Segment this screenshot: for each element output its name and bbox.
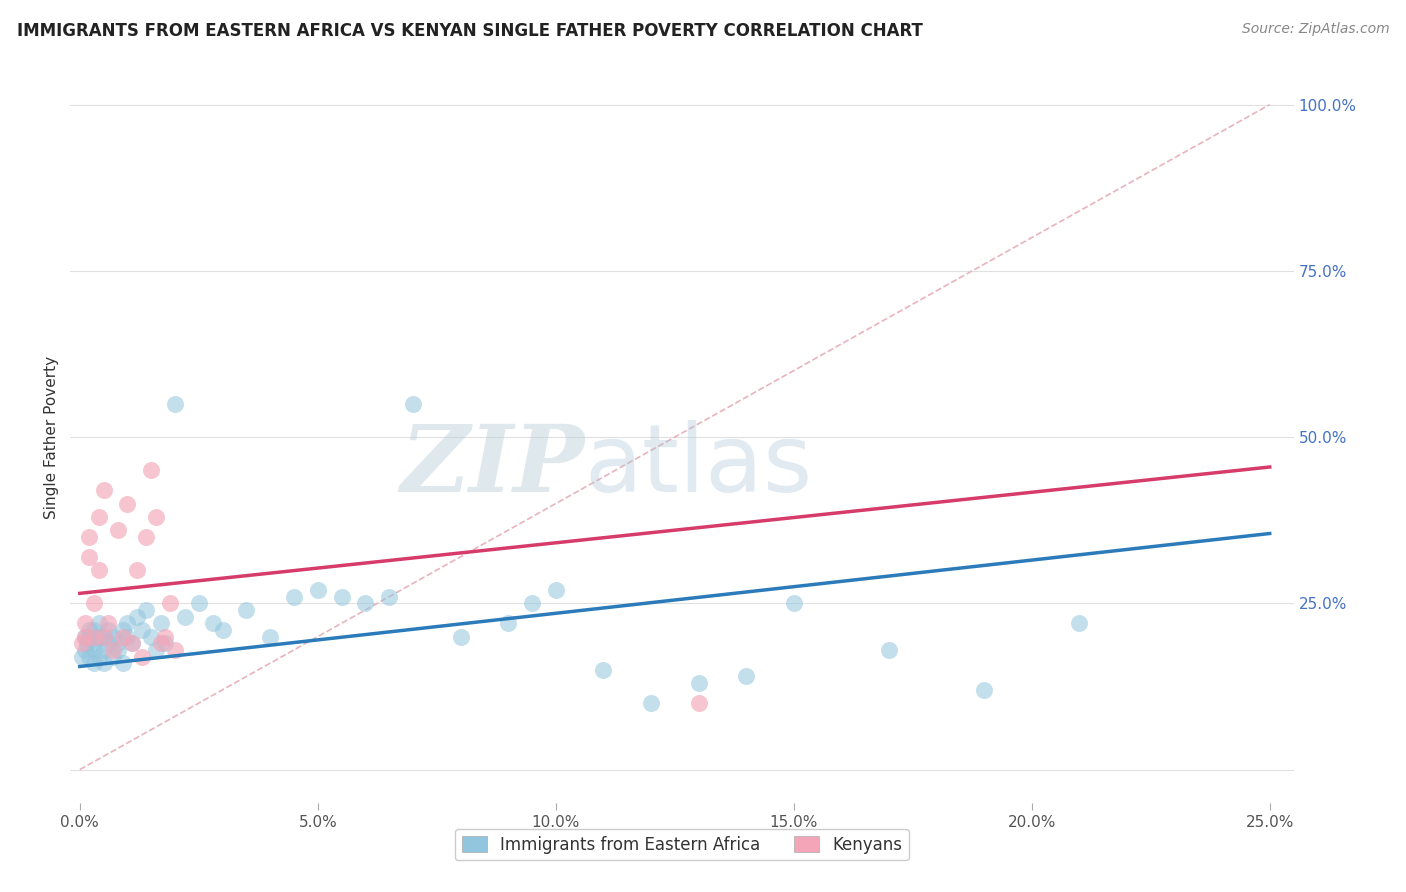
Point [402,397,425,411]
Point [145,643,167,657]
Point [283,590,305,604]
Point [97,636,120,650]
Point [187,596,209,610]
Text: atlas: atlas [583,420,813,512]
Point [202,616,225,631]
Point [117,497,139,511]
Point [73,630,96,644]
Point [101,630,124,644]
Point [97,623,120,637]
Point [73,616,96,631]
Point [117,630,139,644]
Point [87,509,110,524]
Point [79,623,101,637]
Point [117,616,139,631]
Point [93,483,115,498]
Point [107,636,129,650]
Point [79,649,101,664]
Point [76,636,98,650]
Point [93,630,115,644]
Point [735,669,758,683]
Point [307,582,329,597]
Point [877,643,900,657]
Point [640,696,662,710]
Point [145,509,167,524]
Point [101,643,124,657]
Point [131,623,153,637]
Point [135,603,157,617]
Point [159,596,181,610]
Point [121,636,143,650]
Point [101,649,124,664]
Point [149,636,172,650]
Point [111,623,134,637]
Point [141,630,163,644]
Point [688,696,710,710]
Point [211,623,233,637]
Point [87,630,110,644]
Text: ZIP: ZIP [399,421,583,511]
Point [70,649,93,664]
Point [83,623,105,637]
Point [783,596,806,610]
Point [83,643,105,657]
Point [544,582,567,597]
Point [87,563,110,577]
Point [163,397,186,411]
Point [93,656,115,670]
Point [173,609,195,624]
Point [1069,616,1091,631]
Point [121,636,143,650]
Point [155,636,177,650]
Point [141,463,163,477]
Point [79,549,101,564]
Point [688,676,710,690]
Point [155,630,177,644]
Point [125,563,148,577]
Point [131,649,153,664]
Point [73,643,96,657]
Point [107,523,129,537]
Point [87,649,110,664]
Point [149,616,172,631]
Point [592,663,614,677]
Point [70,636,93,650]
Point [520,596,543,610]
Point [135,530,157,544]
Point [111,656,134,670]
Point [93,643,115,657]
Point [93,630,115,644]
Point [73,630,96,644]
Point [496,616,519,631]
Point [973,682,995,697]
Point [83,636,105,650]
Y-axis label: Single Father Poverty: Single Father Poverty [44,356,59,518]
Point [235,603,257,617]
Point [330,590,353,604]
Point [125,609,148,624]
Point [163,643,186,657]
Point [107,643,129,657]
Point [83,630,105,644]
Point [83,656,105,670]
Point [378,590,401,604]
Point [87,616,110,631]
Text: IMMIGRANTS FROM EASTERN AFRICA VS KENYAN SINGLE FATHER POVERTY CORRELATION CHART: IMMIGRANTS FROM EASTERN AFRICA VS KENYAN… [17,22,922,40]
Point [354,596,377,610]
Point [450,630,472,644]
Point [97,616,120,631]
Point [259,630,281,644]
Legend: Immigrants from Eastern Africa, Kenyans: Immigrants from Eastern Africa, Kenyans [456,829,908,860]
Point [79,530,101,544]
Point [83,596,105,610]
Point [111,630,134,644]
Text: Source: ZipAtlas.com: Source: ZipAtlas.com [1241,22,1389,37]
Point [79,630,101,644]
